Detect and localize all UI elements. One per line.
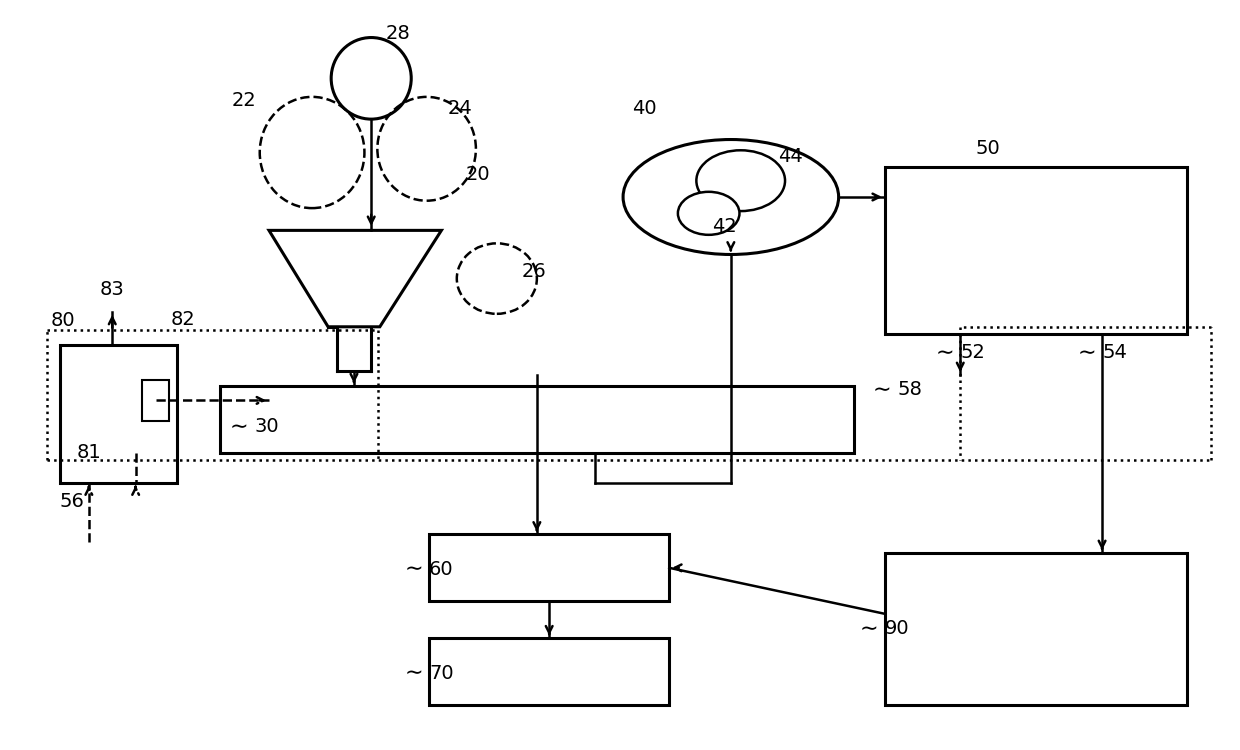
Text: 30: 30 [254,418,279,436]
Text: ∼: ∼ [935,343,954,363]
Text: 54: 54 [1102,344,1127,362]
Text: 24: 24 [448,98,472,118]
Text: 83: 83 [100,280,125,299]
Text: 28: 28 [386,24,410,44]
Text: 44: 44 [777,147,802,166]
Text: 40: 40 [632,98,657,118]
Bar [429,535,670,602]
Text: 60: 60 [429,560,454,579]
Text: 50: 50 [976,140,1001,158]
Text: 70: 70 [429,664,454,682]
Text: 52: 52 [960,344,985,362]
Text: ∼: ∼ [404,663,423,683]
Text: 90: 90 [885,620,909,638]
Text: 56: 56 [60,491,84,511]
Polygon shape [269,230,441,327]
Ellipse shape [697,150,785,211]
Bar [60,345,176,482]
Text: 80: 80 [51,311,76,331]
Text: 20: 20 [466,165,491,184]
Text: ∼: ∼ [873,380,892,400]
Ellipse shape [678,192,739,235]
Text: 58: 58 [897,380,923,399]
Ellipse shape [622,140,838,254]
Text: ∼: ∼ [1078,343,1096,363]
Bar [885,167,1187,334]
Bar [429,638,670,705]
Text: 26: 26 [522,262,546,280]
Text: ∼: ∼ [404,560,423,579]
Text: 42: 42 [712,217,737,236]
Text: 82: 82 [170,310,195,328]
Bar [143,380,169,421]
Text: ∼: ∼ [861,619,879,639]
Text: ∼: ∼ [229,417,248,437]
Text: 81: 81 [77,443,102,462]
Bar [885,553,1187,705]
Text: 22: 22 [232,91,257,110]
Bar [219,386,854,453]
